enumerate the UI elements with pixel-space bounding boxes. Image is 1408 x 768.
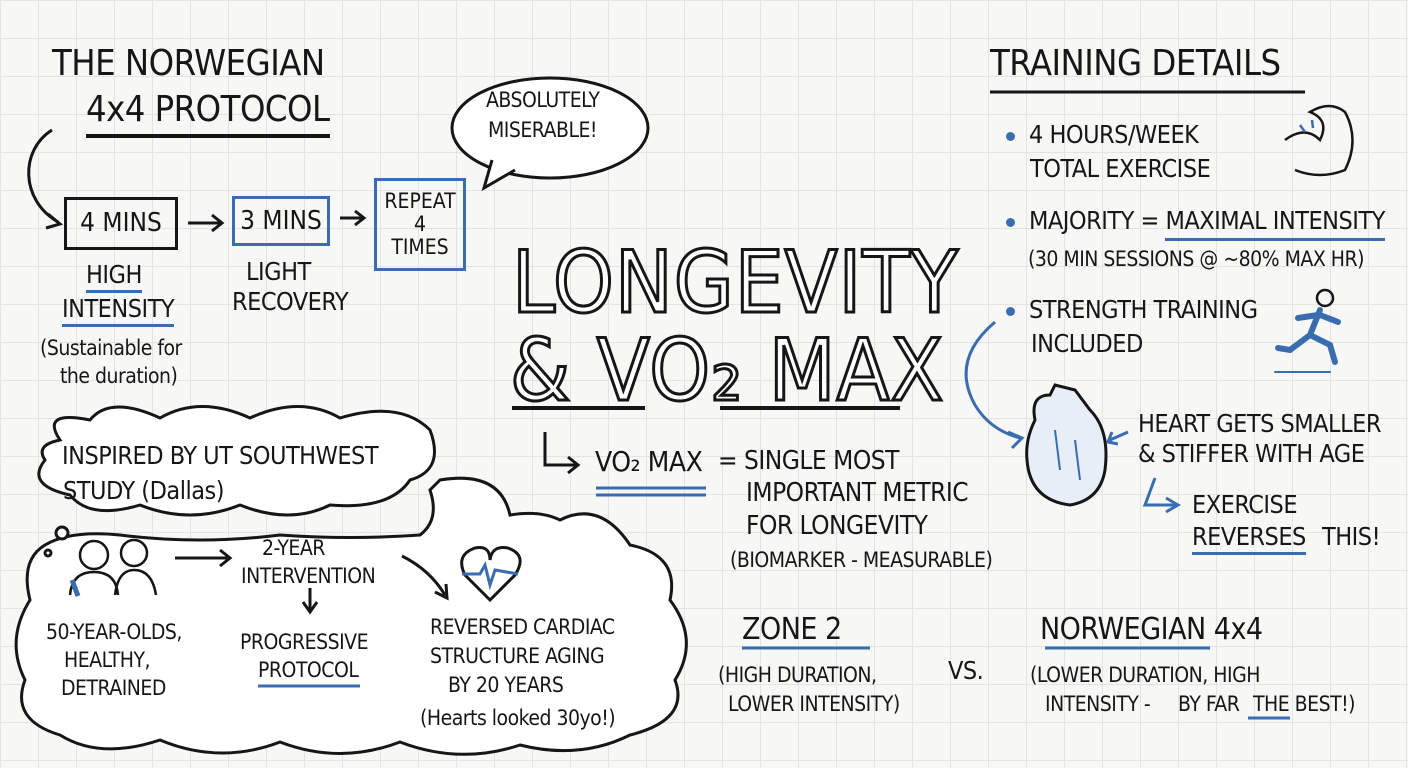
thought-cloud: [14, 405, 688, 756]
runner-icon: [1274, 288, 1341, 373]
bullet: [1006, 306, 1015, 316]
definition-line1: = SINGLE MOST: [718, 446, 899, 476]
vo2-term: VO₂ MAX: [595, 445, 703, 478]
subjects-2: HEALTHY,: [64, 648, 150, 672]
reverse-2: REVERSES: [1192, 524, 1306, 555]
progressive-1: PROGRESSIVE: [240, 630, 369, 654]
people-icon: [68, 538, 158, 597]
arrow-hook: [543, 432, 581, 475]
bullet: [1006, 131, 1015, 141]
result-note: (Hearts looked 30yo!): [420, 706, 616, 730]
bullet: [1006, 217, 1015, 227]
intervention-2: INTERVENTION: [241, 564, 376, 588]
bullet-2-a: MAJORITY =: [1029, 206, 1159, 235]
step-3-mins: 3 MINS: [232, 196, 330, 246]
reverse-1: EXERCISE: [1192, 490, 1298, 519]
subjects-3: DETRAINED: [61, 676, 166, 700]
zone2-title: ZONE 2: [742, 612, 842, 647]
zone2-note-2: LOWER INTENSITY): [728, 692, 900, 716]
duration-note: the duration): [60, 364, 178, 388]
curved-arrow: [27, 128, 59, 224]
bullet-2-b: MAXIMAL INTENSITY: [1165, 206, 1385, 241]
study-header-1: INSPIRED BY UT SOUTHWEST: [62, 441, 379, 470]
step-repeat: REPEAT 4 TIMES: [374, 178, 466, 271]
norwegian-title: NORWEGIAN 4x4: [1040, 612, 1263, 647]
bullet-1-line1: 4 HOURS/WEEK: [1029, 120, 1199, 149]
speech-bubble: [450, 76, 650, 192]
training-title: TRAINING DETAILS: [990, 43, 1281, 84]
anatomical-heart-icon: [1025, 383, 1108, 507]
definition-line3: FOR LONGEVITY: [746, 511, 928, 541]
sustainable-note: (Sustainable for: [40, 336, 182, 360]
result-1: REVERSED CARDIAC: [430, 615, 615, 639]
norwegian-note-3: BY FAR: [1178, 692, 1240, 716]
flexed-arm-icon: [1284, 104, 1354, 177]
study-header-2: STUDY (Dallas): [63, 476, 224, 505]
heart-note-1: HEART GETS SMALLER: [1138, 409, 1381, 438]
step-4-mins: 4 MINS: [64, 197, 178, 250]
protocol-title-line2: 4x4 PROTOCOL: [86, 92, 330, 138]
result-3: BY 20 YEARS: [448, 673, 564, 697]
protocol-title-line1: THE NORWEGIAN: [52, 43, 325, 84]
bullet-1-line2: TOTAL EXERCISE: [1030, 154, 1211, 183]
subjects-1: 50-YEAR-OLDS,: [46, 620, 182, 644]
definition-note: (BIOMARKER - MEASURABLE): [730, 548, 993, 572]
bullet-3-line2: INCLUDED: [1031, 329, 1143, 358]
bubble-text-2: MISERABLE!: [488, 118, 597, 142]
zone2-note-1: (HIGH DURATION,: [718, 663, 877, 687]
norwegian-note-1: (LOWER DURATION, HIGH: [1030, 663, 1260, 687]
arrow-right: [188, 213, 225, 233]
norwegian-note-4: THE BEST!): [1253, 692, 1356, 716]
main-title-line1: LONGEVITY: [511, 233, 960, 333]
intervention-1: 2-YEAR: [262, 536, 325, 560]
heartbeat-heart-icon: [460, 546, 522, 603]
bullet-2-note: (30 MIN SESSIONS @ ~80% MAX HR): [1028, 247, 1364, 271]
vs-label: VS.: [948, 656, 984, 685]
reverse-3: THIS!: [1322, 522, 1381, 551]
intensity-label: INTENSITY: [62, 296, 175, 327]
bullet-3-line1: STRENGTH TRAINING: [1029, 295, 1258, 324]
progressive-2: PROTOCOL: [258, 658, 359, 682]
norwegian-note-2: INTENSITY -: [1045, 692, 1151, 716]
main-title-line2: & VO₂ MAX: [508, 321, 945, 421]
recovery-label: RECOVERY: [232, 287, 349, 316]
arrow-right: [340, 209, 367, 227]
high-label: HIGH: [86, 262, 142, 293]
definition-line2: IMPORTANT METRIC: [746, 478, 969, 508]
light-label: LIGHT: [246, 257, 311, 286]
heart-note-2: & STIFFER WITH AGE: [1138, 439, 1365, 468]
curved-arrow: [964, 320, 1025, 450]
result-2: STRUCTURE AGING: [430, 644, 605, 668]
bubble-text-1: ABSOLUTELY: [486, 88, 600, 112]
